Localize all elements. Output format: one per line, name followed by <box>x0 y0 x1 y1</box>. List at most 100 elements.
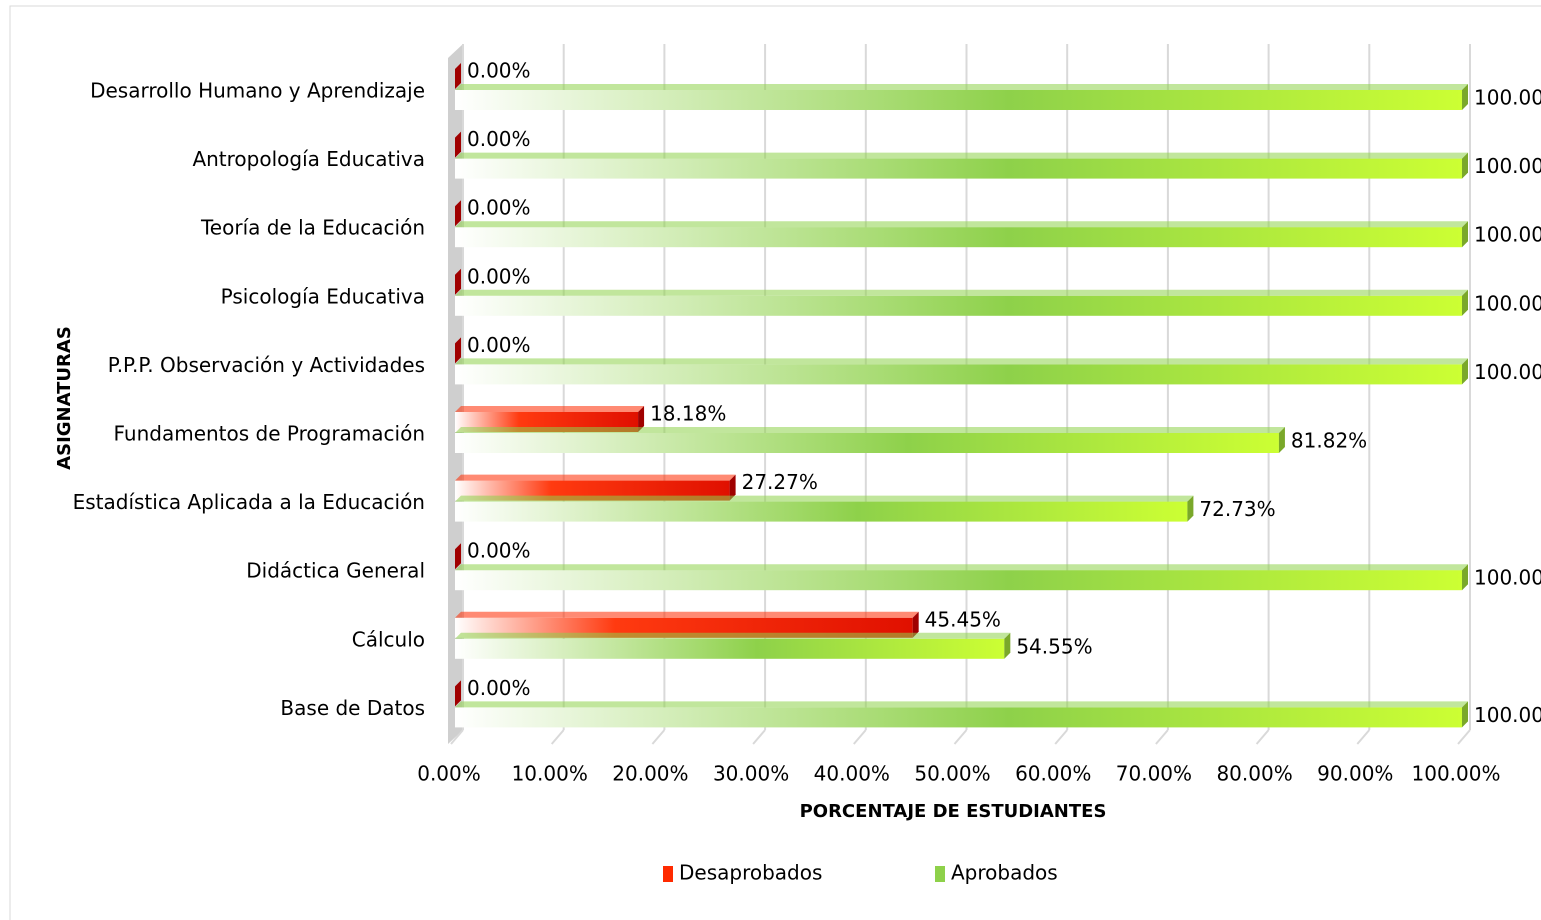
bar-top <box>455 406 645 412</box>
floor-line <box>651 729 666 745</box>
x-tick-label: 0.00% <box>417 762 481 786</box>
bar-top <box>455 495 1194 502</box>
value-label: 100.00% <box>1474 566 1541 590</box>
value-label: 81.82% <box>1291 429 1367 453</box>
x-tick-label: 10.00% <box>512 762 588 786</box>
bar-top <box>455 701 1468 708</box>
bar-side <box>455 543 461 570</box>
y-tick-label: Teoría de la Educación <box>200 216 425 240</box>
value-label: 100.00% <box>1474 223 1541 247</box>
y-tick-label: Cálculo <box>352 627 425 651</box>
bar-top <box>455 564 1468 571</box>
y-tick-label: Fundamentos de Programación <box>114 422 426 446</box>
legend-label: Aprobados <box>951 861 1058 885</box>
value-label: 72.73% <box>1199 497 1275 521</box>
bar-side <box>455 63 461 89</box>
y-tick-label: Estadística Aplicada a la Educación <box>73 490 425 514</box>
x-tick-label: 20.00% <box>612 762 688 786</box>
value-label: 0.00% <box>467 264 531 288</box>
y-tick-label: Psicología Educativa <box>221 284 425 308</box>
bar <box>455 570 1462 591</box>
x-tick-label: 40.00% <box>814 762 890 786</box>
value-label: 27.27% <box>742 470 818 494</box>
bar-side <box>1187 495 1194 522</box>
y-tick-label: Antropología Educativa <box>192 147 425 171</box>
value-label: 100.00% <box>1474 154 1541 178</box>
value-label: 100.00% <box>1474 291 1541 315</box>
bar-top <box>455 474 736 481</box>
floor-line <box>1054 729 1068 745</box>
value-label: 0.00% <box>467 676 531 700</box>
value-label: 45.45% <box>925 607 1001 631</box>
bar-side <box>1278 427 1285 453</box>
legend-swatch <box>663 866 673 882</box>
bar-side <box>1462 289 1468 316</box>
y-tick-label: P.P.P. Observación y Actividades <box>108 353 425 377</box>
value-label: 0.00% <box>467 59 531 83</box>
value-label: 54.55% <box>1016 634 1092 658</box>
chart-border <box>9 5 1541 920</box>
floor-line <box>1356 729 1371 745</box>
bar-side <box>455 131 461 158</box>
bar-top <box>455 611 919 618</box>
bar-side <box>1462 221 1468 248</box>
x-tick-label: 60.00% <box>1015 762 1091 786</box>
bar-top <box>455 84 1468 90</box>
bar-top <box>455 358 1468 365</box>
bar-side <box>1462 84 1468 110</box>
x-tick-label: 70.00% <box>1116 762 1192 786</box>
floor-line <box>1155 729 1169 745</box>
y-axis-title: ASIGNATURAS <box>54 326 75 470</box>
value-label: 100.00% <box>1474 360 1541 384</box>
bar-side <box>1462 701 1468 728</box>
bar <box>455 364 1462 385</box>
bar <box>455 433 1279 453</box>
bar <box>455 90 1462 110</box>
bar-side <box>1462 564 1468 591</box>
y-tick-label: Didáctica General <box>246 559 425 583</box>
floor-line <box>1457 729 1471 745</box>
bar-side <box>912 611 919 638</box>
bar-side <box>455 680 461 707</box>
x-tick-label: 90.00% <box>1317 762 1393 786</box>
bar-side <box>638 406 645 432</box>
legend-swatch <box>935 866 945 882</box>
bar-side <box>1004 632 1011 659</box>
bar <box>455 158 1462 179</box>
bar-top <box>455 289 1468 296</box>
bar-top <box>455 221 1468 228</box>
bar-side <box>455 200 461 227</box>
bar-side <box>455 268 461 295</box>
floor-line <box>450 729 464 745</box>
bar-side <box>1462 358 1468 385</box>
x-tick-label: 30.00% <box>713 762 789 786</box>
y-tick-label: Base de Datos <box>280 696 425 720</box>
bar-side <box>729 474 736 501</box>
y-tick-label: Desarrollo Humano y Aprendizaje <box>90 79 425 103</box>
floor-line <box>1255 729 1270 745</box>
floor-line <box>550 729 565 745</box>
x-tick-label: 100.00% <box>1412 762 1501 786</box>
x-tick-label: 50.00% <box>914 762 990 786</box>
bar-side <box>455 337 461 364</box>
value-label: 100.00% <box>1474 86 1541 110</box>
bar <box>455 227 1462 248</box>
value-label: 0.00% <box>467 127 531 151</box>
value-label: 100.00% <box>1474 703 1541 727</box>
bar <box>455 707 1462 728</box>
x-tick-label: 80.00% <box>1216 762 1292 786</box>
x-axis-title: PORCENTAJE DE ESTUDIANTES <box>800 801 1107 822</box>
bar <box>455 295 1462 316</box>
value-label: 0.00% <box>467 196 531 220</box>
legend-label: Desaprobados <box>679 861 822 885</box>
bar-top <box>455 427 1285 433</box>
bar <box>455 501 1188 522</box>
bar <box>455 638 1005 659</box>
value-label: 0.00% <box>467 333 531 357</box>
floor-line <box>853 729 867 745</box>
bar-side <box>1462 152 1468 179</box>
bar-top <box>455 632 1011 639</box>
floor-line <box>752 729 766 745</box>
value-label: 0.00% <box>467 539 531 563</box>
